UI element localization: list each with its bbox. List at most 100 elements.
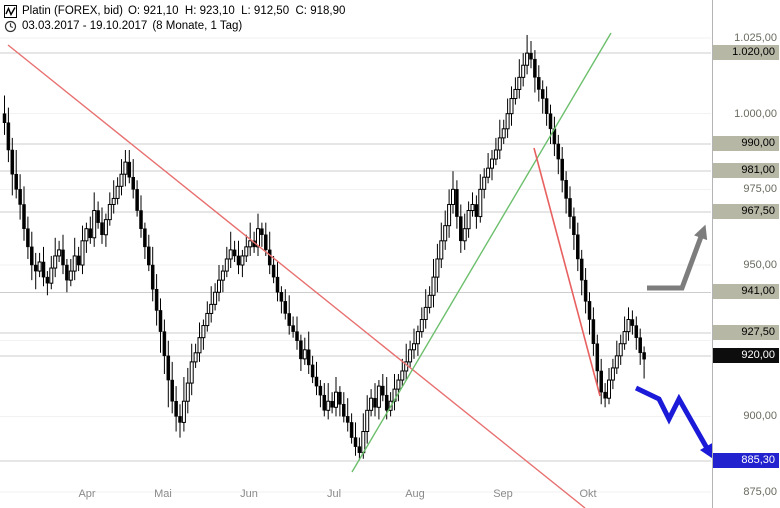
candle	[342, 404, 346, 417]
downtrend-short	[533, 147, 601, 397]
candle	[513, 88, 518, 100]
candle	[533, 58, 537, 78]
candle	[614, 355, 619, 369]
candle	[622, 331, 627, 345]
candle	[65, 264, 69, 281]
candle	[345, 416, 350, 423]
candles	[2, 34, 646, 461]
candle	[76, 255, 81, 266]
price-axis-label: 975,00	[743, 183, 777, 196]
candle	[486, 167, 491, 178]
candle	[466, 210, 471, 230]
candle	[217, 279, 221, 293]
candle	[521, 64, 526, 78]
candle	[256, 228, 260, 248]
candle	[412, 343, 416, 351]
candle	[72, 255, 77, 272]
candle	[131, 176, 135, 190]
month-label: Jun	[240, 488, 258, 500]
candle	[423, 306, 428, 321]
candle	[353, 437, 358, 447]
candle	[482, 176, 487, 190]
candle	[576, 234, 580, 260]
candle	[88, 228, 93, 239]
candle	[115, 185, 120, 199]
candle	[209, 303, 214, 314]
candle	[291, 325, 295, 332]
candle	[548, 113, 553, 130]
candle	[583, 279, 588, 302]
candle	[470, 203, 475, 212]
candle	[310, 364, 315, 378]
candle	[431, 276, 436, 296]
candle	[490, 158, 494, 169]
month-label: Okt	[579, 488, 597, 500]
candle	[22, 204, 26, 229]
candle	[201, 325, 206, 339]
candle	[92, 210, 97, 239]
candle	[127, 161, 132, 178]
candle	[306, 349, 311, 366]
candle	[53, 255, 58, 269]
chart-header: Platin (FOREX, bid) O: 921,10 H: 923,10 …	[4, 4, 345, 34]
candle	[37, 261, 42, 272]
candle	[18, 189, 22, 205]
candle	[318, 385, 323, 396]
candle	[529, 52, 533, 60]
candle	[365, 409, 370, 433]
candle	[568, 198, 572, 217]
candle	[158, 310, 163, 332]
date-range: 03.03.2017 - 19.10.2017	[22, 20, 148, 32]
candle	[30, 246, 34, 266]
candle	[6, 122, 11, 151]
candle	[396, 379, 401, 390]
candle	[540, 89, 545, 99]
candle	[478, 188, 483, 218]
month-label: Aug	[405, 488, 425, 500]
month-label: Sep	[493, 488, 513, 500]
candle	[572, 216, 576, 236]
candle	[595, 343, 600, 372]
candle	[170, 379, 174, 402]
candle	[525, 52, 530, 66]
candle	[357, 446, 362, 453]
candle	[260, 228, 264, 236]
candle	[381, 385, 385, 396]
candle	[80, 240, 85, 266]
candle	[537, 77, 541, 90]
clock-icon	[4, 20, 17, 33]
candle	[408, 349, 413, 363]
candle	[349, 422, 354, 438]
candle	[264, 234, 268, 251]
candle	[376, 385, 381, 408]
candle	[139, 210, 143, 229]
candle	[544, 98, 549, 114]
price-level-badge: 1.020,00	[713, 45, 779, 61]
candle	[275, 276, 280, 293]
candle	[314, 376, 319, 387]
month-label: Jul	[326, 488, 342, 500]
price-level-badge: 941,00	[713, 284, 779, 300]
candle	[599, 370, 603, 393]
candle	[107, 203, 112, 221]
price-axis: 1.025,00 1.000,00 975,00 950,00 900,00 875,00…	[712, 0, 780, 508]
candle	[435, 258, 440, 278]
candle	[162, 331, 167, 357]
ohlc-values: O: 921,10 H: 923,10 L: 912,50 C: 918,90	[127, 5, 346, 17]
instrument-name: Platin (FOREX, bid)	[22, 5, 123, 17]
candle	[509, 98, 514, 115]
candle	[501, 128, 506, 139]
month-label: Mai	[154, 488, 172, 500]
candle	[178, 416, 182, 423]
candle	[459, 216, 463, 242]
candle	[84, 228, 89, 242]
candle	[587, 301, 592, 320]
candle	[68, 270, 73, 281]
candle	[49, 267, 54, 284]
candle	[439, 240, 444, 260]
candle	[630, 319, 635, 326]
candle	[197, 337, 202, 354]
candle	[123, 161, 128, 175]
candle	[240, 255, 245, 266]
